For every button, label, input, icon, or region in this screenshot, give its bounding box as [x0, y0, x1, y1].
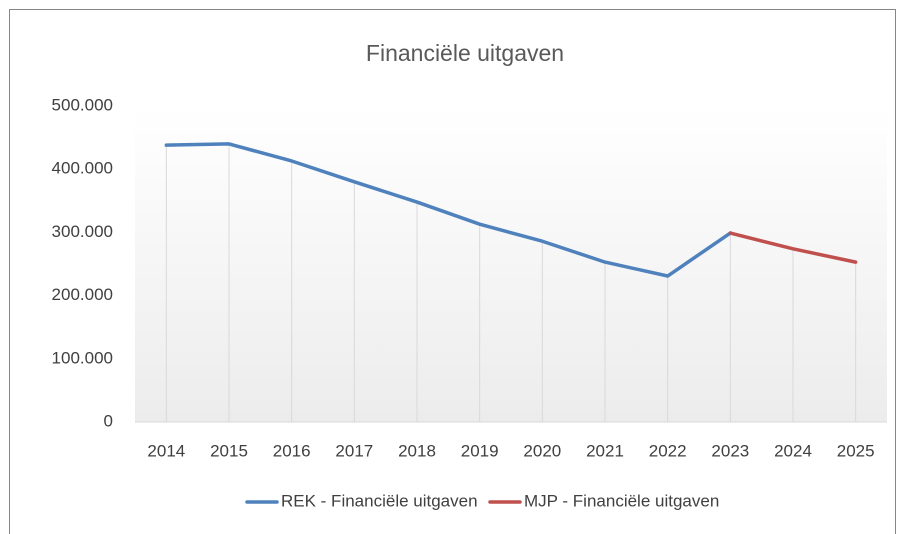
chart-title: Financiële uitgaven — [366, 40, 564, 66]
plot-area — [135, 106, 887, 422]
x-tick-label: 2024 — [774, 441, 812, 460]
x-tick-label: 2015 — [210, 441, 248, 460]
line-series — [728, 231, 858, 264]
x-tick-label: 2019 — [461, 441, 499, 460]
y-tick-label: 400.000 — [52, 159, 113, 178]
legend-label: REK - Financiële uitgaven — [281, 491, 478, 510]
x-tick-label: 2023 — [711, 441, 749, 460]
x-tick-label: 2016 — [273, 441, 311, 460]
x-tick-label: 2017 — [335, 441, 373, 460]
y-tick-label: 300.000 — [52, 222, 113, 241]
x-tick-label: 2021 — [586, 441, 624, 460]
x-tick-label: 2020 — [523, 441, 561, 460]
y-tick-label: 100.000 — [52, 348, 113, 367]
y-tick-label: 0 — [104, 411, 113, 430]
x-tick-label: 2014 — [147, 441, 185, 460]
x-tick-label: 2018 — [398, 441, 436, 460]
x-tick-label: 2025 — [837, 441, 875, 460]
legend-label: MJP - Financiële uitgaven — [524, 491, 719, 510]
y-tick-label: 500.000 — [52, 95, 113, 114]
line-series — [164, 142, 733, 278]
x-tick-label: 2022 — [649, 441, 687, 460]
y-tick-label: 200.000 — [52, 285, 113, 304]
